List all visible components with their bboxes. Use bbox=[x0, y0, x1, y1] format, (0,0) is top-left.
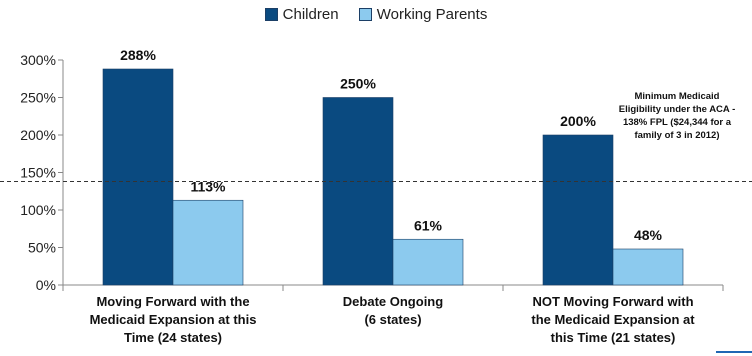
x-category-label-line: Debate Ongoing bbox=[342, 294, 444, 309]
x-category-label-line: Time (24 states) bbox=[123, 330, 223, 345]
legend-swatch-children bbox=[264, 8, 278, 21]
legend: Children Working Parents bbox=[0, 6, 752, 25]
bar-value-label: 61% bbox=[414, 217, 443, 233]
x-category-label: NOT Moving Forward with the Medicaid Expa… bbox=[513, 293, 713, 347]
bar-children bbox=[322, 97, 394, 286]
bar-value-label: 250% bbox=[340, 76, 376, 92]
x-category-label-line: (6 states) bbox=[364, 312, 422, 327]
y-tick-label: 50% bbox=[28, 240, 56, 256]
bar-working-parents bbox=[172, 199, 244, 286]
annotation-line: Minimum Medicaid bbox=[634, 91, 720, 102]
legend-swatch-working-parents bbox=[358, 8, 372, 21]
bar-value-label: 200% bbox=[560, 113, 596, 129]
y-tick-label: 200% bbox=[20, 127, 56, 143]
y-tick-label: 150% bbox=[20, 165, 56, 181]
x-category-label-line: NOT Moving Forward with bbox=[532, 294, 694, 309]
legend-item-children: Children bbox=[264, 6, 339, 23]
x-category-label: Debate Ongoing (6 states) bbox=[293, 293, 493, 329]
x-category-label-line: this Time (21 states) bbox=[550, 330, 676, 345]
x-category-label: Moving Forward with the Medicaid Expansio… bbox=[73, 293, 273, 347]
x-category-label-line: Moving Forward with the bbox=[96, 294, 250, 309]
bar-children bbox=[542, 134, 614, 286]
y-tick-label: 100% bbox=[20, 202, 56, 218]
bar-working-parents bbox=[392, 238, 464, 286]
legend-item-working-parents: Working Parents bbox=[358, 6, 488, 23]
y-tick-label: 0% bbox=[36, 277, 56, 293]
bar-children bbox=[102, 68, 174, 286]
x-category-label-line: Medicaid Expansion at this bbox=[89, 312, 257, 327]
y-tick-label: 300% bbox=[20, 52, 56, 68]
x-category-label-line: the Medicaid Expansion at bbox=[531, 312, 695, 327]
bar-value-label: 288% bbox=[120, 47, 156, 63]
bar-working-parents bbox=[612, 248, 684, 286]
annotation-line: Eligibility under the ACA - bbox=[618, 104, 736, 115]
reference-line-annotation: Minimum Medicaid Eligibility under the A… bbox=[602, 90, 752, 142]
corner-accent-bar bbox=[716, 351, 752, 353]
y-tick-label: 250% bbox=[20, 90, 56, 106]
legend-label-children: Children bbox=[282, 6, 339, 23]
bar-value-label: 48% bbox=[634, 227, 663, 243]
bar-value-label: 113% bbox=[190, 178, 226, 194]
annotation-line: family of 3 in 2012) bbox=[634, 130, 720, 141]
legend-label-working-parents: Working Parents bbox=[376, 6, 488, 23]
annotation-line: 138% FPL ($24,344 for a bbox=[622, 117, 732, 128]
